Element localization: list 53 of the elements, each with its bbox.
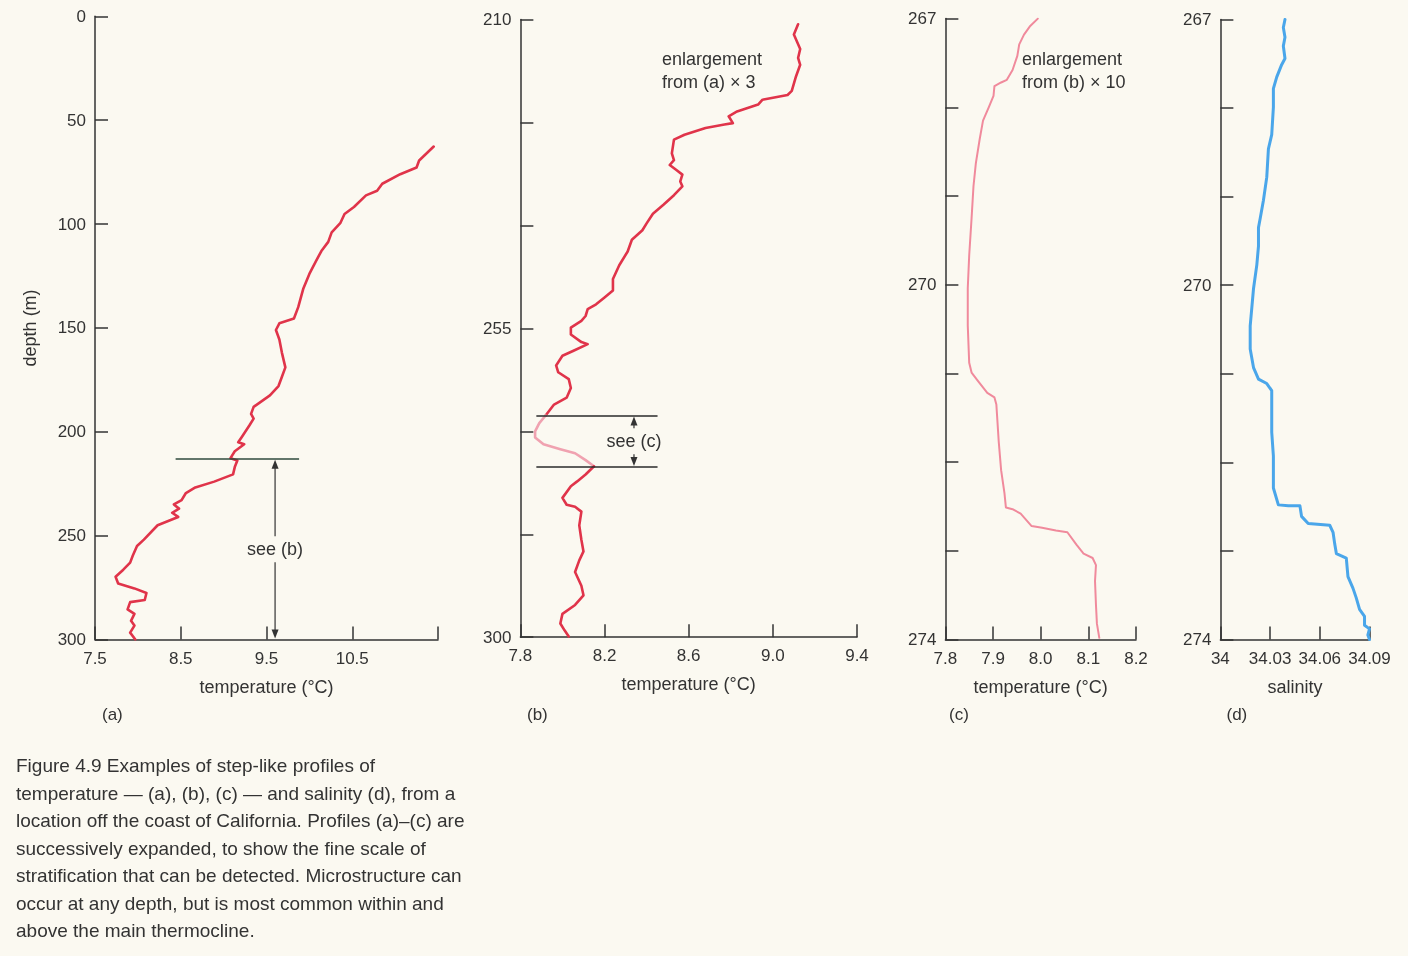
line-series [559, 465, 596, 638]
y-tick-label: 200 [57, 422, 86, 442]
line-series [114, 145, 436, 641]
y-tick-label: 0 [76, 6, 86, 26]
x-tick-label: 8.6 [676, 646, 701, 666]
annotation: enlargement from (b) × 10 [1022, 48, 1126, 92]
x-tick-label: 34.09 [1348, 648, 1391, 668]
x-tick-label: 34.03 [1248, 648, 1292, 668]
x-tick-label: 7.8 [508, 646, 533, 666]
y-tick-label: 300 [482, 627, 512, 647]
caption: Figure 4.9 Examples of step-like profiles of temperature — (a), (b), (c) — and salinity (d), from a location off the coast of California. Profiles (a)–(c) are successively expanded, to show the fine scale of stratification that can be detected. Microstructure can occur at any depth, but is most common within and above the main thermocline. [16, 755, 465, 942]
x-tick-label: 8.0 [1028, 648, 1053, 668]
x-tick-label: 8.2 [592, 646, 617, 666]
x-tick-label: 8.2 [1124, 648, 1148, 668]
x-tick-label: 9.0 [761, 646, 785, 666]
y-tick-label: 274 [1182, 630, 1212, 649]
y-tick-label: 50 [67, 110, 86, 130]
y-axis-title: depth (m) [20, 289, 40, 367]
y-tick-label: 270 [907, 275, 937, 295]
x-tick-label: 8.1 [1076, 648, 1101, 668]
x-axis-title: temperature (°C) [621, 674, 756, 695]
x-axis-title: temperature (°C) [199, 676, 334, 697]
text: (c) [949, 705, 969, 724]
x-tick-label: 34 [1210, 648, 1230, 668]
x-tick-label: 8.5 [168, 648, 193, 668]
text: (b) [527, 705, 548, 724]
y-tick-label: 150 [57, 318, 86, 338]
y-tick-label: 270 [1182, 275, 1212, 295]
x-tick-label: 9.5 [254, 648, 279, 668]
y-tick-label: 267 [1182, 10, 1212, 29]
y-tick-label: 100 [57, 214, 86, 234]
x-tick-label: 9.4 [845, 646, 869, 666]
y-tick-label: 267 [907, 9, 937, 29]
y-tick-label: 250 [57, 526, 86, 546]
text: (d) [1226, 705, 1248, 724]
annotation: enlargement from (a) × 3 [662, 48, 763, 92]
x-axis-title: temperature (°C) [973, 676, 1108, 697]
line-series [533, 414, 596, 468]
x-tick-label: 7.8 [933, 648, 958, 668]
y-tick-label: 255 [482, 318, 512, 338]
x-tick-label: 7.5 [83, 648, 107, 668]
y-tick-label: 274 [907, 630, 937, 650]
annotation: see (b) [247, 539, 304, 560]
line-series [544, 23, 802, 417]
annotation: see (c) [606, 431, 662, 452]
text: (a) [102, 705, 123, 724]
x-tick-label: 7.9 [981, 648, 1005, 668]
line-series [1248, 18, 1371, 641]
x-tick-label: 34.06 [1298, 648, 1342, 668]
y-tick-label: 300 [57, 630, 86, 649]
x-axis-title: salinity [1267, 676, 1323, 697]
y-tick-label: 210 [482, 10, 512, 29]
x-tick-label: 10.5 [335, 648, 369, 668]
